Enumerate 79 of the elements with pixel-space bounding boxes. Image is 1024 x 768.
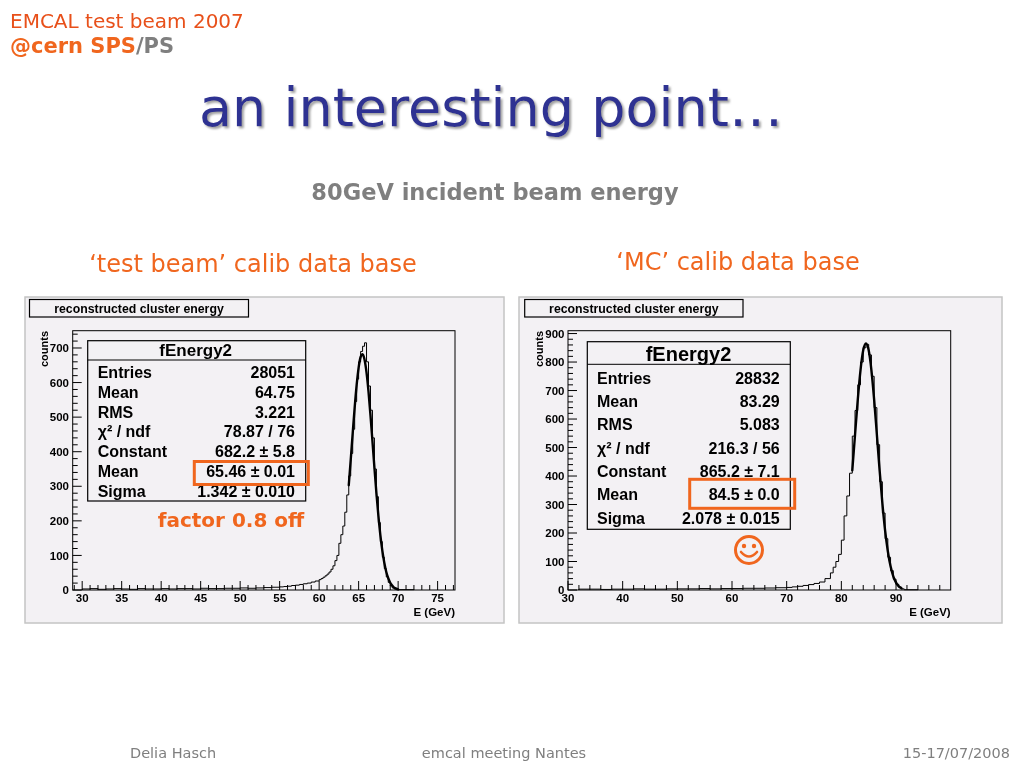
annotation: Sigma: [97, 483, 146, 501]
chart-subtitle: ‘MC’ calib data base: [616, 248, 860, 276]
x-axis-title: E (GeV): [909, 606, 951, 618]
x-tick-label: 35: [115, 592, 129, 604]
annotation: Mean: [97, 463, 139, 481]
annotation: 682.2 ± 5.8: [215, 443, 296, 461]
x-tick-label: 40: [616, 592, 630, 604]
annotation: Constant: [97, 443, 168, 461]
annotation: fEnergy2: [159, 340, 233, 360]
text: @cern SPS: [10, 34, 136, 58]
x-tick-label: 70: [780, 592, 794, 604]
y-tick-label: 500: [545, 441, 565, 454]
annotation: RMS: [597, 416, 633, 434]
y-tick-label: 700: [49, 342, 69, 355]
chart-subtitle: ‘test beam’ calib data base: [89, 250, 417, 278]
annotation: 65.46 ± 0.01: [206, 463, 296, 481]
annotation: χ² / ndf: [597, 439, 651, 457]
x-axis-title: E (GeV): [413, 606, 456, 618]
y-tick-label: 600: [545, 413, 565, 426]
y-tick-label: 300: [49, 480, 69, 493]
y-tick-label: 800: [545, 356, 565, 369]
annotation: 3.221: [254, 403, 296, 421]
x-tick-label: 50: [670, 592, 684, 604]
text: emcal meeting Nantes: [421, 745, 587, 761]
annotation: 83.29: [739, 393, 780, 411]
y-axis-title: counts: [38, 331, 50, 368]
annotation: 5.083: [739, 416, 780, 434]
y-tick-label: 600: [49, 376, 69, 389]
text: Delia Hasch: [130, 745, 217, 761]
annotation: 28051: [250, 363, 296, 381]
y-tick-label: 100: [49, 549, 69, 562]
y-tick-label: 400: [49, 445, 69, 458]
x-tick-label: 65: [352, 592, 366, 604]
x-tick-label: 60: [312, 592, 326, 604]
annotation: Entries: [97, 363, 153, 381]
annotation: Mean: [597, 486, 638, 504]
chart-title: reconstructed cluster energy: [549, 301, 719, 316]
annotation: 78.87 / 76: [223, 423, 296, 441]
annotation: Mean: [597, 393, 638, 411]
y-tick-label: 200: [545, 527, 565, 540]
y-tick-label: 0: [62, 584, 69, 597]
annotation: 2.078 ± 0.015: [681, 509, 780, 527]
y-tick-label: 500: [49, 411, 69, 424]
y-axis-title: counts: [533, 331, 545, 368]
y-tick-label: 400: [545, 470, 565, 483]
annotation: Mean: [97, 383, 139, 401]
annotation: RMS: [97, 403, 134, 421]
annotation: Sigma: [597, 509, 646, 527]
text: /PS: [135, 34, 175, 58]
annotation: 84.5 ± 0.0: [708, 486, 780, 504]
y-tick-label: 200: [49, 514, 69, 527]
annotation: Entries: [597, 369, 652, 387]
x-tick-label: 75: [431, 592, 445, 604]
x-tick-label: 40: [154, 592, 168, 604]
annotation: Constant: [597, 463, 667, 481]
chart-title: reconstructed cluster energy: [54, 301, 224, 316]
annotation: 28832: [735, 369, 780, 387]
x-tick-label: 45: [194, 592, 208, 604]
annotation: fEnergy2: [645, 342, 732, 365]
y-tick-label: 700: [545, 384, 565, 397]
x-tick-label: 90: [889, 592, 903, 604]
text: an interesting point…: [198, 76, 784, 139]
x-tick-label: 70: [391, 592, 405, 604]
x-tick-label: 80: [834, 592, 848, 604]
text: 15-17/07/2008: [902, 745, 1010, 761]
y-tick-label: 300: [545, 498, 565, 511]
y-tick-label: 100: [545, 555, 565, 568]
annotation: χ² / ndf: [97, 423, 152, 441]
x-tick-label: 60: [725, 592, 739, 604]
annotation: 64.75: [254, 383, 296, 401]
text: EMCAL test beam 2007: [10, 9, 244, 33]
x-tick-label: 55: [273, 592, 287, 604]
x-tick-label: 50: [233, 592, 247, 604]
y-tick-label: 900: [545, 327, 565, 340]
annotation: 865.2 ± 7.1: [699, 463, 780, 481]
annotation: factor 0.8 off: [157, 508, 306, 532]
annotation: 216.3 / 56: [708, 439, 780, 457]
text: 80GeV incident beam energy: [311, 179, 679, 205]
x-tick-label: 30: [75, 592, 89, 604]
